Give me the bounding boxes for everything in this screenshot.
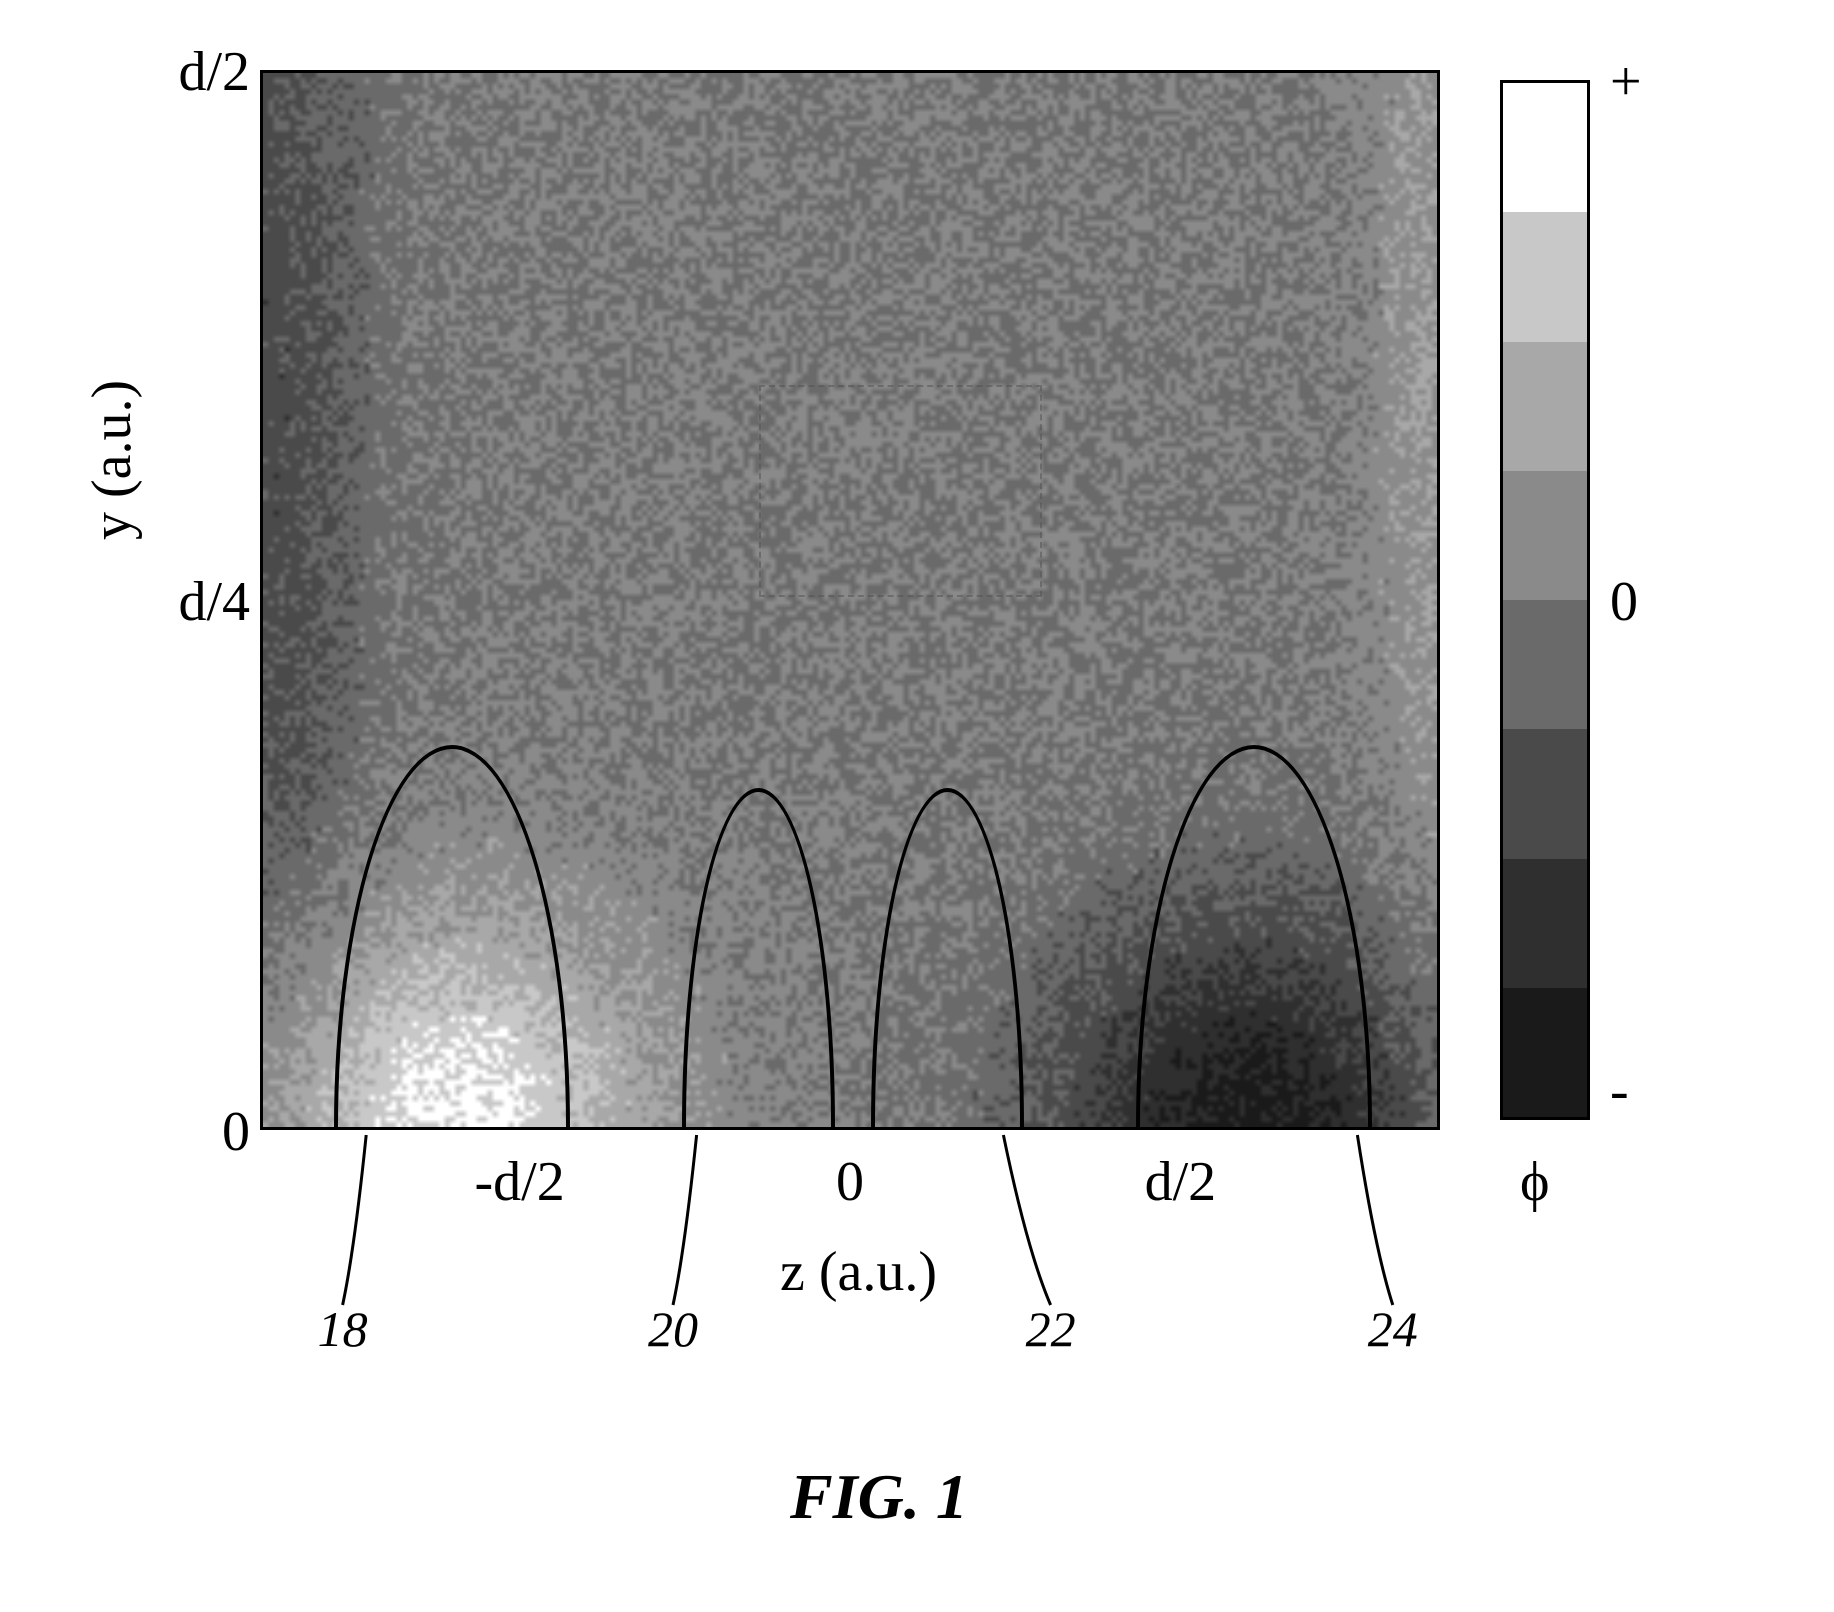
colorbar-segment [1503,729,1587,858]
colorbar-segment [1503,988,1587,1117]
figure-1: y (a.u.) 0d/4d/2 -d/20d/2 z (a.u.) 18202… [60,40,1760,1540]
colorbar-tick: + [1610,50,1642,114]
colorbar-tick: - [1610,1059,1629,1123]
y-tick: d/4 [130,570,250,634]
callout-18: 18 [318,1300,368,1358]
colorbar-segment [1503,471,1587,600]
callout-24: 24 [1368,1300,1418,1358]
callout-leaders [60,1130,1760,1350]
callout-22: 22 [1026,1300,1076,1358]
y-axis-label: y (a.u.) [80,380,144,540]
dashed-region [759,385,1042,597]
colorbar-segment [1503,859,1587,988]
colorbar-segment [1503,83,1587,212]
callout-20: 20 [648,1300,698,1358]
colorbar-segment [1503,342,1587,471]
heatmap-plot [260,70,1440,1130]
figure-caption: FIG. 1 [790,1460,968,1534]
colorbar-segment [1503,212,1587,341]
y-tick: d/2 [130,40,250,104]
colorbar [1500,80,1590,1120]
colorbar-segment [1503,600,1587,729]
colorbar-tick: 0 [1610,570,1638,634]
colorbar-title: ϕ [1520,1150,1549,1214]
